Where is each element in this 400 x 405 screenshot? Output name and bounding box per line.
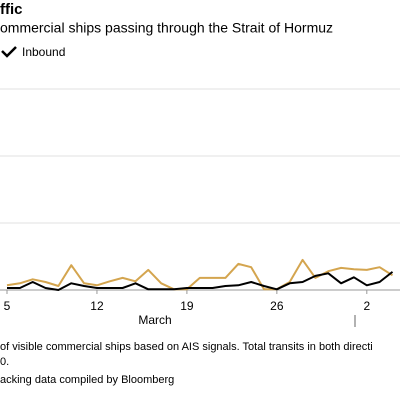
x-tick-label: 12 [90, 299, 104, 313]
footnote: of visible commercial ships based on AIS… [0, 341, 373, 353]
chart-title: ffic [0, 1, 23, 18]
footnote: acking data compiled by Bloomberg [0, 374, 174, 386]
month-label: March [138, 313, 171, 327]
legend-swatch [1, 46, 17, 58]
legend-label: Inbound [22, 45, 65, 59]
chart-subtitle: ommercial ships passing through the Stra… [0, 20, 333, 36]
x-tick-label: 26 [270, 299, 284, 313]
x-tick-label: 19 [180, 299, 194, 313]
series-line [7, 271, 394, 291]
x-tick-label: 5 [4, 299, 11, 313]
series-line [6, 258, 394, 291]
footnote: 0. [0, 356, 9, 368]
x-tick-label: 2 [363, 299, 370, 313]
